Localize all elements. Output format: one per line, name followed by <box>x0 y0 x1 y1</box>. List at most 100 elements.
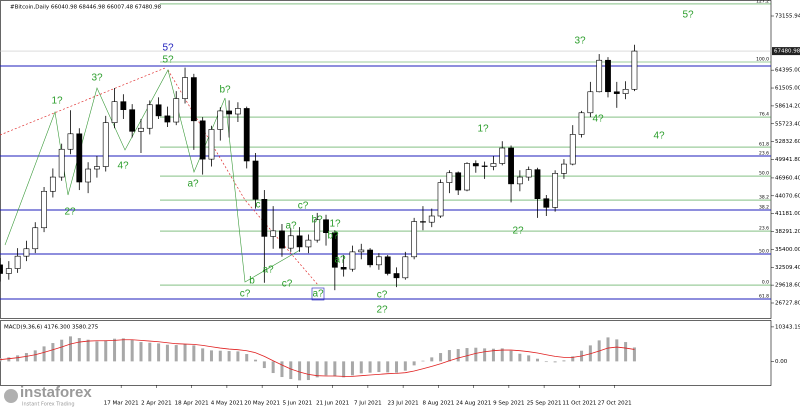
candle-body <box>569 134 576 165</box>
x-tick-label: 11 Oct 2021 <box>562 401 596 407</box>
macd-bar <box>227 351 231 362</box>
candle-body <box>182 77 188 99</box>
candle-body <box>420 221 426 223</box>
x-tick-label: 21 Jun 2021 <box>316 401 349 407</box>
candle-body <box>525 169 532 178</box>
candle-body <box>138 127 144 132</box>
macd-bar <box>483 348 487 362</box>
candle-body <box>94 166 100 170</box>
macd-bar <box>377 361 381 373</box>
wave-label: 2? <box>64 207 76 218</box>
candle-body <box>5 268 12 274</box>
macd-bar <box>571 356 575 362</box>
wave-label: b? <box>311 215 323 226</box>
macd-bar <box>386 361 390 373</box>
macd-bar <box>395 361 399 373</box>
macd-bar <box>113 338 117 362</box>
macd-bar <box>254 359 258 362</box>
wave-label: 2? <box>512 226 524 237</box>
candle-body <box>279 230 285 249</box>
candle-body <box>173 98 180 123</box>
logo-icon <box>4 389 18 403</box>
candle-body <box>261 199 268 237</box>
wave-label: 1? <box>329 219 341 230</box>
candle-body <box>164 115 171 123</box>
x-tick-label: 17 Mar 2021 <box>104 401 139 407</box>
macd-bar <box>518 353 522 362</box>
candle-body <box>349 251 356 270</box>
candle-body <box>481 165 488 167</box>
y-tick-label: 55723.40 <box>775 121 800 127</box>
candle-body <box>32 227 39 250</box>
x-tick-label: 23 Jul 2021 <box>388 401 419 407</box>
y-tick-label: 35400.00 <box>775 247 800 253</box>
candle-body <box>402 256 409 279</box>
candle-body <box>464 163 470 191</box>
candle-body <box>605 59 611 93</box>
macd-bar <box>95 341 99 362</box>
trend-line <box>167 69 319 286</box>
macd-bar <box>174 345 178 362</box>
level-label: 50.0 <box>759 249 769 255</box>
macd-bar <box>421 360 425 362</box>
level-label: 61.8 <box>759 142 769 148</box>
wave-label: 1? <box>51 96 63 107</box>
y-tick-label: 26727.80 <box>775 300 800 306</box>
candle-body <box>393 273 400 279</box>
wave-label: 4? <box>592 114 604 125</box>
y-tick-label: 58614.20 <box>775 103 800 109</box>
candle-body <box>58 148 65 178</box>
level-label: 76.4 <box>759 112 769 118</box>
trend-line <box>0 67 166 136</box>
macd-bar <box>77 338 81 362</box>
candle-body <box>437 182 444 217</box>
macd-bar <box>333 361 337 377</box>
candle-body <box>287 235 294 249</box>
candle-body <box>111 101 118 123</box>
y-tick-label: 29618.60 <box>775 283 800 289</box>
macd-bar <box>465 348 469 362</box>
candle-body <box>155 104 162 117</box>
y-tick-label: 46960.40 <box>775 175 800 181</box>
candle-body <box>235 108 241 115</box>
macd-bar <box>157 343 161 362</box>
y-tick-label: 52832.60 <box>775 139 800 145</box>
candle-body <box>428 215 435 223</box>
macd-bar <box>403 361 407 371</box>
x-tick-label: 27 Oct 2021 <box>598 401 632 407</box>
macd-bar <box>236 351 240 362</box>
candle-body <box>472 163 479 167</box>
candle-body <box>543 198 550 208</box>
candle-body <box>446 172 453 183</box>
candle-body <box>314 219 321 241</box>
y-tick-label: 61505.00 <box>775 86 800 92</box>
annotation-box <box>311 287 325 301</box>
wave-label: b <box>249 276 255 287</box>
candle-body <box>411 221 418 258</box>
macd-bar <box>86 339 90 362</box>
macd-bar <box>535 358 539 362</box>
macd-bar <box>33 350 37 362</box>
wave-label: 2? <box>376 305 388 316</box>
candle-body <box>516 176 523 185</box>
macd-bar <box>315 361 319 378</box>
macd-bar <box>562 360 566 362</box>
macd-bar <box>298 361 302 381</box>
candle-body <box>367 249 373 266</box>
level-label: 0.0 <box>762 280 769 286</box>
wave-label: b? <box>327 231 339 242</box>
level-label: 50.0 <box>759 171 769 177</box>
candle-body <box>243 108 250 162</box>
candle-body <box>375 256 382 266</box>
x-tick-label: 24 Aug 2021 <box>456 401 491 407</box>
macd-y-tick-label: 10343.191 <box>775 324 800 330</box>
candle-body <box>455 172 462 191</box>
x-tick-label: 18 Apr 2021 <box>175 401 209 407</box>
x-tick-label: 7 Jul 2021 <box>354 401 382 407</box>
wave-label: a? <box>262 265 274 276</box>
candle-body <box>384 256 391 274</box>
macd-bar <box>306 361 310 381</box>
candle-body <box>23 248 30 257</box>
